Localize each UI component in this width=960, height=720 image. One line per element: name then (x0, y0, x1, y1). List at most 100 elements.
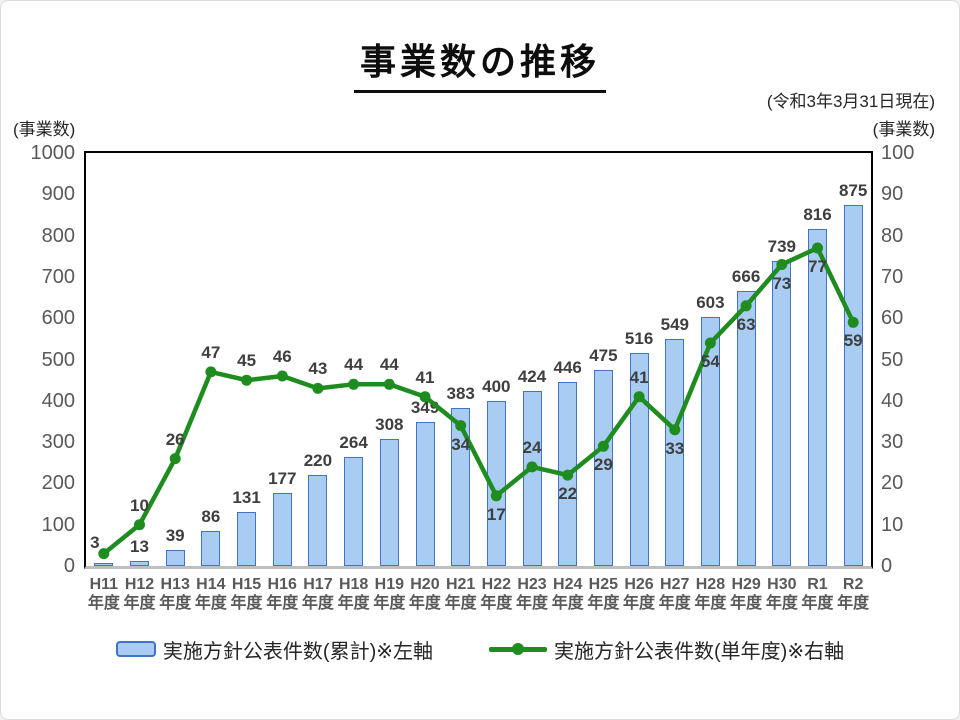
line-value-label: 26 (165, 429, 185, 449)
x-axis-label-suffix: 年度 (301, 595, 334, 612)
left-axis-tick-label: 500 (41, 348, 75, 371)
line-point (169, 453, 181, 465)
x-axis-label-suffix: 年度 (837, 595, 870, 612)
line-point (490, 490, 502, 502)
x-axis-label-year: H11 (89, 576, 119, 593)
line-value-label: 54 (700, 352, 720, 371)
legend-label-line-series: 実施方針公表件数(単年度)※右軸 (554, 640, 845, 663)
left-axis-tick-label: 0 (63, 555, 75, 577)
line-value-label: 43 (308, 359, 328, 379)
x-axis-label: H22 年度 (479, 575, 515, 613)
x-axis-label-suffix: 年度 (87, 595, 120, 612)
x-axis-label: H17 年度 (300, 575, 336, 613)
line-value-label: 46 (272, 347, 292, 366)
x-axis-label-year: R2 (842, 576, 864, 593)
line-point (812, 242, 823, 254)
left-axis-tick-label: 100 (41, 513, 75, 536)
x-axis-label-year: H14 (196, 576, 226, 593)
line-point (704, 337, 716, 349)
line-value-label: 29 (593, 455, 613, 475)
left-axis-tick-label: 400 (41, 389, 75, 412)
x-axis-label-suffix: 年度 (480, 595, 513, 612)
line-value-label: 63 (736, 314, 756, 334)
line-point (847, 316, 859, 328)
x-axis-label: H29 年度 (728, 575, 764, 613)
bar-value-label: 549 (660, 315, 689, 335)
x-axis-label-suffix: 年度 (373, 595, 406, 612)
x-axis-label: H20 年度 (407, 575, 443, 613)
x-axis-label-year: H13 (160, 576, 190, 593)
line-series-swatch-icon (489, 641, 547, 657)
x-axis-label-year: H25 (588, 576, 619, 593)
x-axis-label: H11 年度 (86, 575, 122, 613)
bar (808, 229, 827, 566)
line-value-label: 34 (451, 434, 471, 454)
bar (237, 511, 257, 566)
right-axis-tick-label: 10 (881, 513, 904, 536)
line-value-label: 77 (808, 257, 827, 276)
bar-value-label: 424 (517, 366, 547, 386)
line-point (276, 370, 288, 382)
line-point (205, 366, 217, 378)
bar-value-label: 446 (553, 357, 582, 377)
x-axis-label-suffix: 年度 (551, 595, 584, 612)
right-axis-tick-label: 30 (881, 431, 904, 454)
x-axis-label-suffix: 年度 (516, 595, 549, 612)
line-value-label: 24 (522, 437, 542, 457)
line-series-layer (98, 242, 859, 560)
bar (593, 369, 613, 566)
x-axis-label-suffix: 年度 (658, 595, 691, 612)
x-axis-label: H28 年度 (693, 575, 729, 613)
x-axis-label-suffix: 年度 (266, 595, 299, 612)
bar-value-label: 400 (482, 376, 511, 396)
right-axis-tick-label: 40 (881, 389, 904, 412)
bar (94, 563, 114, 566)
x-axis-label: H30 年度 (764, 575, 800, 613)
x-axis-label: H26 年度 (621, 575, 657, 613)
bar (201, 530, 221, 566)
x-axis-label-year: H21 (445, 576, 476, 593)
line-value-label: 45 (237, 351, 257, 371)
bar (522, 390, 542, 566)
x-axis-label: H15 年度 (229, 575, 265, 613)
right-axis-tick-label: 80 (881, 224, 904, 247)
bar (843, 204, 863, 566)
x-axis-label: R1 年度 (800, 575, 836, 613)
x-axis-label: H14 年度 (193, 575, 229, 613)
bar-value-label: 475 (589, 345, 618, 365)
bar-value-label: 308 (375, 414, 404, 434)
x-axis-label: H18 年度 (336, 575, 372, 613)
line-point (669, 424, 681, 436)
x-axis-label: R2 年度 (835, 575, 871, 613)
line-value-label: 47 (201, 342, 221, 362)
bar-value-label: 39 (165, 525, 185, 545)
bar (451, 407, 471, 566)
bar (486, 400, 506, 566)
bar (736, 290, 756, 566)
x-axis-label: H27 年度 (657, 575, 693, 613)
bar (308, 475, 328, 566)
line-point (562, 469, 574, 481)
x-axis-label-year: H29 (731, 576, 761, 593)
x-axis-label-suffix: 年度 (230, 595, 263, 612)
x-axis-label-year: H27 (660, 576, 690, 593)
line-value-label: 33 (665, 438, 685, 458)
x-axis-label: H24 年度 (550, 575, 586, 613)
line-value-label: 59 (843, 331, 863, 351)
line-point (383, 378, 395, 390)
left-axis-tick-label: 600 (41, 307, 75, 330)
line-point (98, 548, 110, 560)
x-axis-label-suffix: 年度 (801, 595, 834, 612)
bar-value-label: 220 (303, 451, 333, 471)
line-value-label: 10 (130, 495, 149, 515)
x-axis-label-year: H26 (624, 576, 654, 593)
chart-title: 事業数の推移 (353, 33, 606, 93)
bar-value-label: 86 (201, 506, 221, 526)
bar-value-label: 177 (268, 468, 297, 488)
bar-value-label: 131 (232, 487, 261, 507)
line-point (134, 519, 145, 531)
left-axis-tick-label: 800 (41, 224, 75, 247)
line-series (101, 245, 856, 556)
legend: 実施方針公表件数(累計)※左軸 実施方針公表件数(単年度)※右軸 (1, 631, 959, 667)
